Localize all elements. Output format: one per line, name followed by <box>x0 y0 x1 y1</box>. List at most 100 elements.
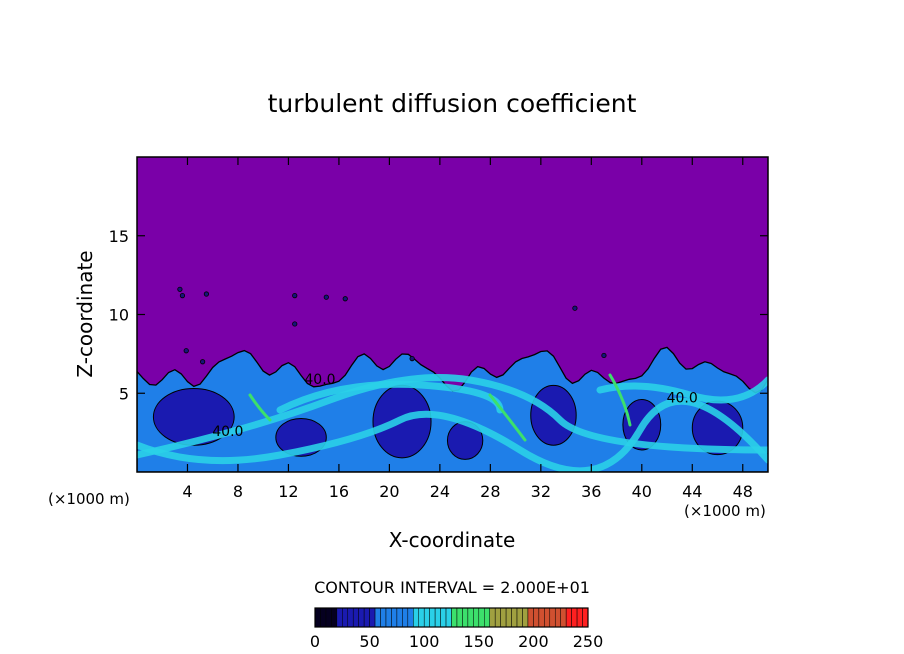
colorbar-cell <box>434 607 441 628</box>
colorbar-cell <box>418 607 425 628</box>
colorbar-cell <box>325 607 332 628</box>
colorbar-cell <box>358 607 365 628</box>
y-axis: 5 10 15 <box>109 227 768 403</box>
x-tick-label: 24 <box>430 482 450 501</box>
turbulence-puff <box>342 296 348 302</box>
colorbar-cell <box>451 607 458 628</box>
colorbar-tick-label: 250 <box>573 632 604 651</box>
colorbar-cell <box>363 607 370 628</box>
colorbar-cell <box>489 607 496 628</box>
colorbar-cell <box>516 607 523 628</box>
colorbar-cell <box>494 607 501 628</box>
contour-interval: CONTOUR INTERVAL = 2.000E+01 <box>314 578 590 597</box>
colorbar-cell <box>473 607 480 628</box>
x-tick-label: 44 <box>682 482 702 501</box>
colorbar-tick-label: 150 <box>464 632 495 651</box>
colorbar-cell <box>385 607 392 628</box>
colorbar-ticks: 0 50 100 150 200 250 <box>310 632 603 651</box>
x-tick-label: 12 <box>278 482 298 501</box>
colorbar-cell <box>407 607 414 628</box>
colorbar-tick-label: 200 <box>518 632 549 651</box>
colorbar-cell <box>544 607 551 628</box>
turbulence-puff <box>203 291 210 297</box>
colorbar-cell <box>374 607 381 628</box>
colorbar-cell <box>511 607 518 628</box>
x-tick-label: 36 <box>581 482 601 501</box>
turbulence-puff <box>292 321 298 327</box>
colorbar-cell <box>467 607 474 628</box>
colorbar-cell <box>445 607 452 628</box>
colorbar-cell <box>369 607 376 628</box>
turbulence-field <box>137 286 768 472</box>
colorbar-cell <box>336 607 343 628</box>
x-tick-label: 28 <box>480 482 500 501</box>
colorbar-cell <box>342 607 349 628</box>
colorbar-cell <box>500 607 507 628</box>
turbulence-peak <box>248 393 272 422</box>
eddy-core <box>152 388 235 446</box>
contour-label: 40.0 <box>667 391 698 407</box>
colorbar-cell <box>484 607 490 628</box>
colorbar-cell <box>413 607 419 628</box>
colorbar-cell <box>527 607 534 628</box>
colorbar-cell <box>391 607 398 628</box>
colorbar-cell <box>352 607 359 628</box>
contour-label: 40.0 <box>212 424 243 440</box>
colorbar-cell <box>320 607 327 628</box>
y-tick-label: 15 <box>109 227 129 246</box>
colorbar-cell <box>582 607 589 628</box>
colorbar-cell <box>478 607 485 628</box>
colorbar-cell <box>380 607 387 628</box>
colorbar-cell <box>505 607 512 628</box>
x-unit-left: (×1000 m) <box>48 490 130 508</box>
x-tick-label: 4 <box>182 482 192 501</box>
turbulence-puff <box>179 292 186 299</box>
chart-title: turbulent diffusion coefficient <box>268 89 637 118</box>
x-tick-label: 48 <box>733 482 753 501</box>
turbulence-puff <box>200 359 206 365</box>
colorbar-frame <box>314 607 589 628</box>
turbulence-puff <box>323 294 329 300</box>
colorbar-cell <box>347 607 354 628</box>
x-unit-right: (×1000 m) <box>684 502 766 520</box>
turbulence-band <box>276 380 504 414</box>
turbulence-puff <box>409 355 415 362</box>
turbulence-puff <box>183 348 189 354</box>
colorbar-cell <box>571 607 578 628</box>
colorbar-cell <box>549 607 556 628</box>
colorbar-cell <box>396 607 403 628</box>
colorbar-cell <box>565 607 572 628</box>
colorbar-tick-label: 100 <box>409 632 440 651</box>
colorbar-cell <box>402 607 409 628</box>
colorbar-cell <box>576 607 583 628</box>
plot-area <box>137 157 768 472</box>
y-tick-label: 10 <box>109 306 129 325</box>
turbulence-peak <box>488 393 527 442</box>
colorbar-cell <box>462 607 469 628</box>
colorbar-tick-label: 0 <box>310 632 320 651</box>
x-axis: 4 8 12 16 20 24 28 32 36 40 44 48 <box>182 157 753 501</box>
turbulence-puff <box>177 286 183 292</box>
x-tick-label: 8 <box>233 482 243 501</box>
colorbar-cell <box>560 607 567 628</box>
colorbar-cell <box>440 607 447 628</box>
x-axis-label: X-coordinate <box>389 528 516 552</box>
x-tick-label: 16 <box>329 482 349 501</box>
colorbar-cell <box>314 607 321 628</box>
y-axis-label: Z-coordinate <box>73 250 97 377</box>
x-tick-label: 40 <box>632 482 652 501</box>
contour-label: 40.0 <box>304 372 335 388</box>
turbulence-band <box>596 376 768 404</box>
turbulence-band <box>137 397 768 472</box>
colorbar-cell <box>533 607 540 628</box>
colorbar-cell <box>538 607 545 628</box>
colorbar-cell <box>423 607 430 628</box>
colorbar-cell <box>331 607 338 628</box>
colorbar <box>314 607 589 628</box>
x-tick-label: 20 <box>379 482 399 501</box>
colorbar-cell <box>554 607 561 628</box>
colorbar-cell <box>456 607 463 628</box>
turbulence-band <box>137 374 768 459</box>
colorbar-cell <box>429 607 436 628</box>
